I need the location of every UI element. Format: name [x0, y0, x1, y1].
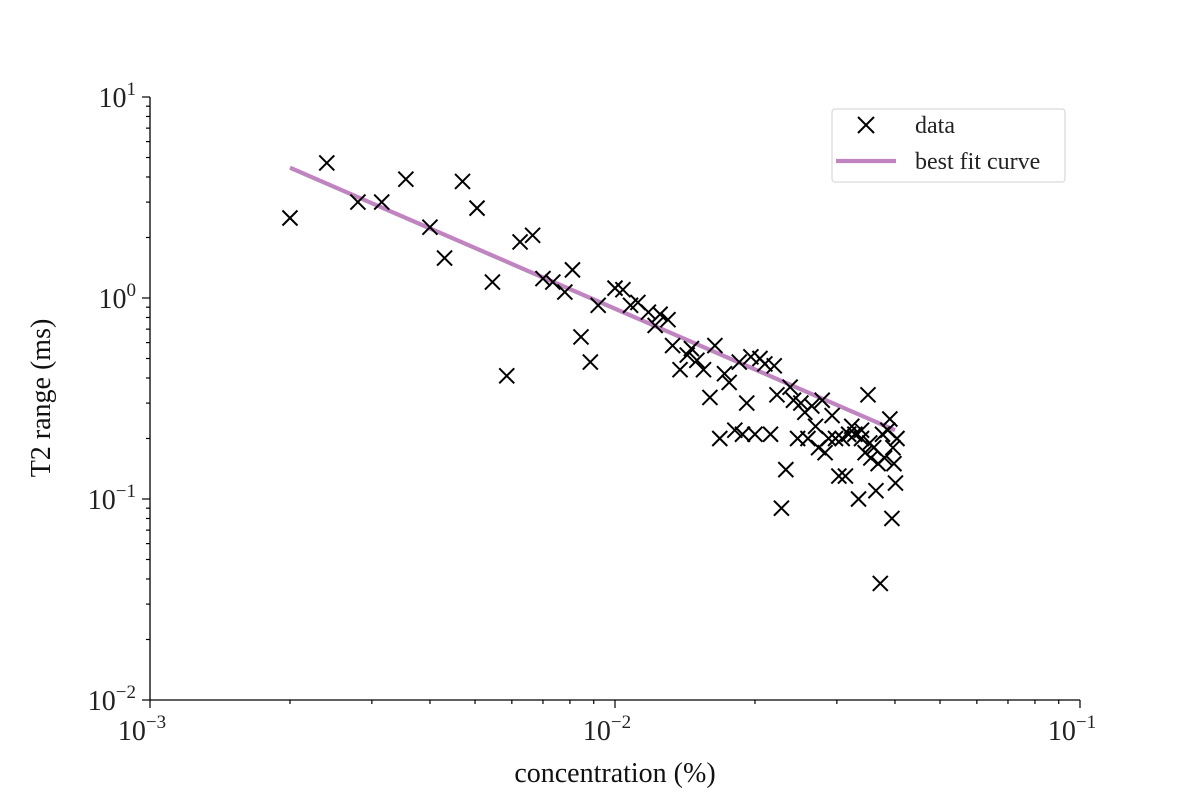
- data-point: [720, 374, 738, 391]
- plot-area: [142, 96, 1081, 708]
- data-point: [884, 439, 902, 456]
- data-point: [659, 311, 677, 328]
- data-point: [867, 482, 885, 499]
- data-point: [373, 193, 390, 211]
- x-tick-label: 10−3: [118, 712, 166, 747]
- data-point: [564, 261, 581, 279]
- data-point: [524, 227, 541, 244]
- y-tick-label: 10−1: [88, 481, 136, 516]
- data-point: [872, 575, 889, 592]
- data-point: [582, 353, 599, 371]
- legend-frame: [831, 108, 1066, 183]
- data-point: [589, 297, 607, 314]
- data-point: [484, 273, 501, 291]
- data-point: [572, 328, 590, 346]
- data-point: [706, 337, 724, 354]
- data-point: [792, 394, 810, 412]
- data-point: [349, 193, 367, 211]
- legend-label-best-fit: best fit curve: [915, 149, 1040, 175]
- data-point: [664, 337, 681, 354]
- data-point: [837, 467, 854, 485]
- data-point: [738, 394, 755, 412]
- data-point: [671, 361, 689, 378]
- data-point: [556, 283, 574, 301]
- data-point: [876, 449, 893, 467]
- data-point: [766, 357, 783, 374]
- data-point: [762, 426, 779, 443]
- data-point: [777, 461, 795, 478]
- data-point: [683, 340, 700, 357]
- data-point: [651, 306, 669, 323]
- data-point: [281, 209, 299, 227]
- y-tick-label: 100: [99, 280, 137, 315]
- data-point: [813, 392, 831, 409]
- data-point: [887, 474, 904, 492]
- data-point: [468, 199, 486, 217]
- data-point: [734, 426, 751, 443]
- data-point: [881, 410, 899, 428]
- data-point: [688, 352, 706, 369]
- data-point: [820, 430, 837, 447]
- data-point: [421, 219, 439, 236]
- legend-marker-data: [857, 116, 875, 134]
- data-point: [850, 490, 867, 508]
- data-point: [830, 467, 848, 485]
- data-point: [397, 170, 415, 188]
- data-point: [883, 510, 901, 527]
- data-point: [701, 389, 719, 406]
- data-point: [827, 430, 844, 447]
- data-point: [807, 418, 824, 435]
- data-point: [803, 397, 821, 415]
- data-point: [511, 233, 529, 251]
- data-point: [498, 367, 515, 385]
- data-point: [614, 281, 632, 298]
- data-point: [768, 386, 786, 403]
- data-point: [544, 273, 562, 291]
- data-point: [726, 421, 744, 439]
- legend-label-data: data: [915, 113, 955, 139]
- data-point: [859, 386, 877, 403]
- data-point: [716, 365, 733, 382]
- x-tick-label: 10−1: [1048, 712, 1096, 747]
- data-point: [773, 499, 790, 517]
- y-axis-label: T2 range (ms): [26, 319, 57, 478]
- data-point: [885, 455, 903, 472]
- data-point: [436, 249, 453, 267]
- data-point: [888, 430, 906, 447]
- data-point: [781, 378, 799, 396]
- data-point: [816, 444, 834, 461]
- x-axis-label: concentration (%): [514, 758, 715, 789]
- data-points: [281, 154, 906, 592]
- y-tick-label: 10−2: [88, 682, 136, 717]
- data-point: [695, 361, 712, 378]
- data-point: [318, 154, 336, 172]
- data-point: [731, 353, 748, 371]
- data-point: [711, 430, 728, 447]
- data-point: [853, 430, 870, 447]
- data-point: [534, 270, 552, 287]
- tick-marks: [142, 96, 1081, 708]
- data-point: [853, 421, 870, 439]
- x-tick-label: 10−2: [583, 712, 631, 747]
- data-point: [862, 449, 880, 467]
- data-point: [823, 407, 841, 424]
- data-point: [454, 173, 471, 190]
- legend: data best fit curve: [831, 108, 1066, 183]
- data-point: [746, 426, 764, 443]
- y-tick-label: 101: [99, 79, 137, 114]
- data-point: [861, 434, 878, 452]
- data-point: [646, 317, 664, 334]
